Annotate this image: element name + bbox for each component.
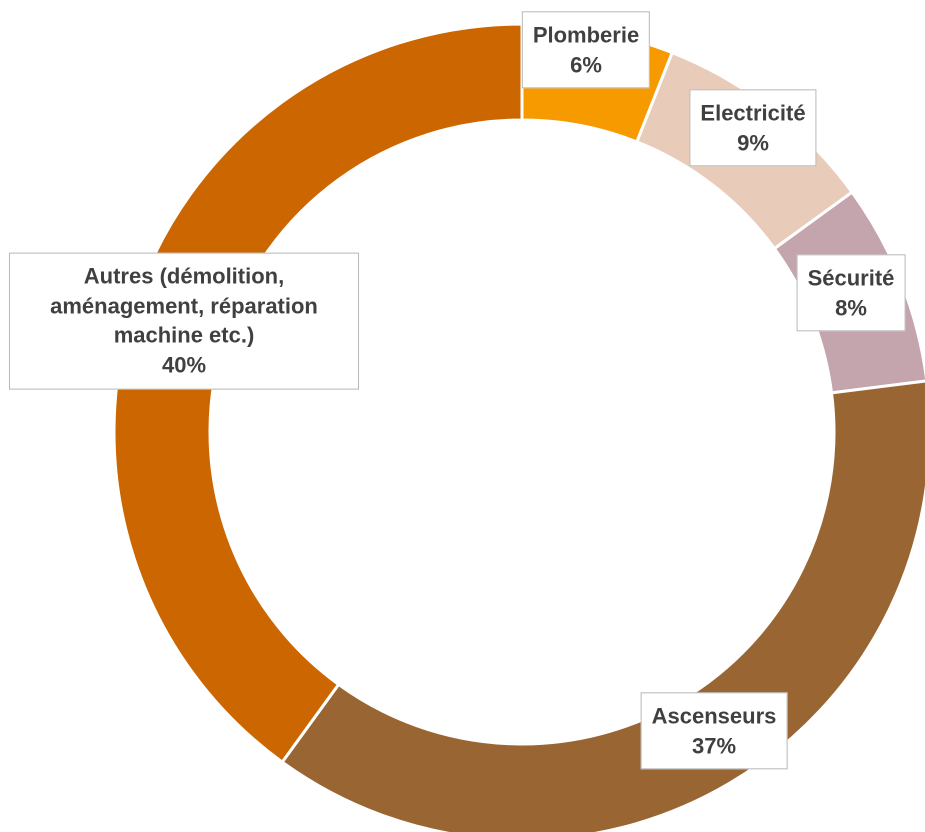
donut-segment xyxy=(280,379,925,832)
label-category: Ascenseurs xyxy=(651,703,777,729)
label-value: 8% xyxy=(835,295,867,320)
label-category: Plomberie xyxy=(532,22,640,48)
data-label: Sécurité 8% xyxy=(796,254,906,332)
data-label: Ascenseurs 37% xyxy=(640,692,788,770)
label-category: Autres (démolition, aménagement, réparat… xyxy=(50,263,318,348)
data-label: Electricité 9% xyxy=(689,89,817,167)
label-value: 40% xyxy=(161,352,207,378)
data-label: Plomberie 6% xyxy=(521,11,651,89)
label-value: 6% xyxy=(570,52,602,77)
label-value: 9% xyxy=(737,130,769,155)
data-label: Autres (démolition, aménagement, réparat… xyxy=(9,252,359,390)
label-category: Electricité xyxy=(700,100,806,126)
donut-segment xyxy=(112,22,524,765)
label-value: 37% xyxy=(691,733,737,758)
label-category: Sécurité xyxy=(807,265,895,291)
